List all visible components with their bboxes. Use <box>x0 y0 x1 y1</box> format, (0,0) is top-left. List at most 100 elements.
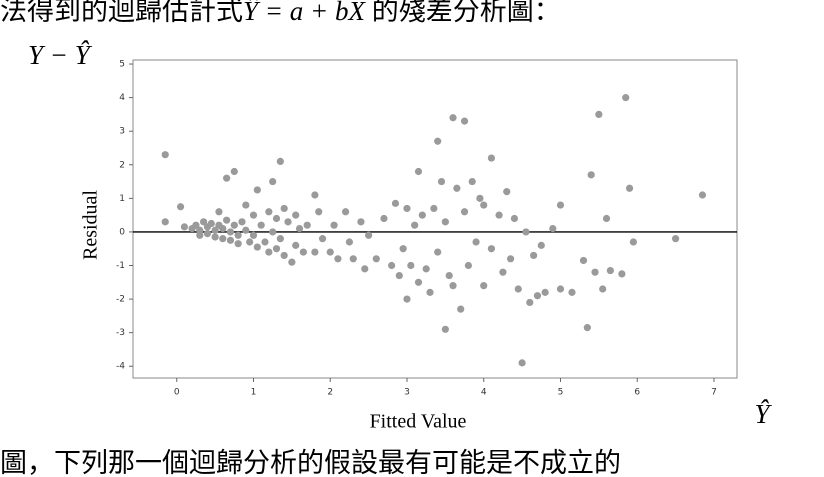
point <box>437 177 446 186</box>
point <box>625 184 634 192</box>
point <box>284 218 292 226</box>
point <box>503 188 511 196</box>
point <box>487 245 496 253</box>
x-tick-label: 7 <box>711 388 717 398</box>
x-tick-label: 2 <box>327 388 333 398</box>
point <box>315 208 323 216</box>
point <box>480 201 488 209</box>
point <box>391 199 400 207</box>
point <box>226 228 235 236</box>
point <box>472 238 480 246</box>
point <box>265 248 273 256</box>
point <box>591 268 599 276</box>
point <box>246 238 254 246</box>
point <box>434 248 442 256</box>
point <box>334 255 342 263</box>
top-suffix: 的殘差分析圖： <box>365 0 561 26</box>
point <box>411 221 419 229</box>
point <box>487 154 496 162</box>
point <box>211 233 219 241</box>
point <box>618 270 626 278</box>
point <box>399 245 407 253</box>
point <box>537 241 545 249</box>
point <box>441 218 449 226</box>
top-prefix: 法得到的迴歸估計式 <box>0 0 243 26</box>
point <box>211 226 219 234</box>
point <box>272 214 281 223</box>
point <box>318 235 327 243</box>
point <box>457 305 465 313</box>
y-axis-label: Residual <box>80 190 102 260</box>
point <box>234 240 242 248</box>
point <box>468 177 476 186</box>
point <box>180 223 189 231</box>
point <box>510 214 519 223</box>
point <box>499 268 507 276</box>
point <box>330 221 338 229</box>
point <box>219 224 227 233</box>
point <box>207 219 215 228</box>
point <box>261 238 269 246</box>
point <box>272 245 281 253</box>
point <box>219 235 227 243</box>
point <box>230 167 238 176</box>
y-tick-label: -1 <box>116 261 125 271</box>
x-tick-label: 5 <box>558 388 564 398</box>
point <box>276 235 284 243</box>
y-tick-label: 1 <box>119 194 125 204</box>
point <box>372 255 380 263</box>
point <box>292 211 300 219</box>
point <box>583 324 591 332</box>
point <box>257 221 265 229</box>
point <box>526 298 534 307</box>
y-tick-label: 0 <box>119 227 125 237</box>
y-tick-label: -3 <box>116 328 125 338</box>
point <box>292 241 300 249</box>
point <box>380 214 388 223</box>
point <box>223 216 231 224</box>
point <box>280 251 288 260</box>
point <box>556 201 565 209</box>
point <box>242 226 250 234</box>
top-text: 法得到的迴歸估計式Ŷ = a + bX 的殘差分析圖： <box>0 0 561 26</box>
point <box>238 218 246 226</box>
point <box>426 288 434 296</box>
top-formula: Ŷ = a + bX <box>243 0 366 26</box>
point <box>249 231 258 239</box>
x-tick-label: 4 <box>481 388 487 398</box>
point <box>253 243 261 251</box>
point <box>242 201 250 209</box>
point <box>200 218 208 226</box>
y-tick-label: -4 <box>116 362 125 372</box>
point <box>311 191 319 199</box>
point <box>672 235 680 243</box>
point <box>530 251 538 260</box>
point <box>622 94 630 102</box>
point <box>556 285 565 293</box>
y-tick-label: 2 <box>119 160 125 170</box>
point <box>203 230 212 238</box>
point <box>176 203 185 211</box>
point <box>418 211 426 219</box>
point <box>480 282 488 290</box>
point <box>326 248 334 256</box>
point <box>430 204 438 213</box>
point <box>587 171 595 179</box>
point <box>453 184 461 192</box>
point <box>460 208 469 216</box>
point <box>311 248 319 256</box>
point <box>445 271 453 280</box>
point <box>161 218 169 226</box>
point <box>234 231 242 239</box>
point <box>476 194 484 202</box>
point <box>365 231 373 239</box>
point <box>522 228 530 236</box>
point <box>288 258 296 266</box>
point <box>579 256 588 265</box>
point <box>541 288 549 296</box>
x-tick-label: 3 <box>404 388 410 398</box>
point <box>395 271 403 280</box>
point <box>269 228 277 236</box>
point <box>449 282 457 290</box>
